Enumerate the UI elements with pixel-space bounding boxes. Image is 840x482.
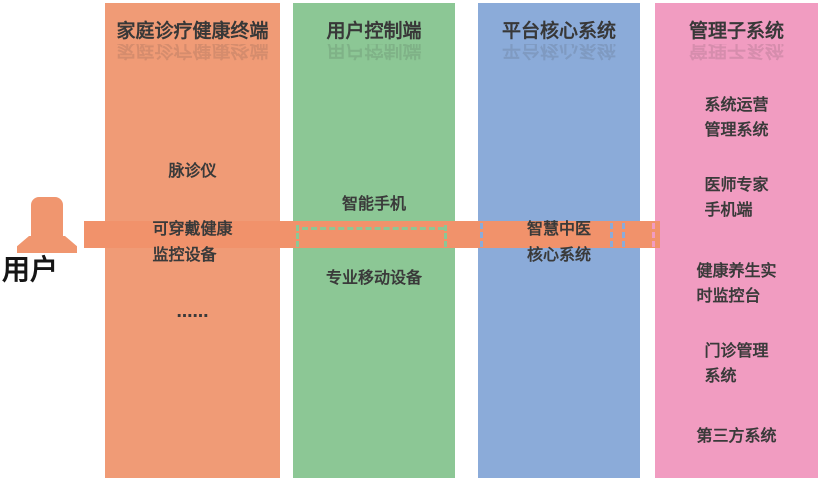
item-pulse-device: 脉诊仪 [168, 161, 217, 180]
item-line: 管理系统 [704, 120, 769, 139]
item-line: 健康养生实 [696, 261, 777, 280]
band-dash-horizontal [302, 227, 444, 230]
user-person-icon [31, 197, 63, 239]
column-title-reflection: 用户控制端 [326, 44, 422, 61]
column-title: 用户控制端 [326, 20, 422, 42]
column-title-reflection: 平台核心系统 [501, 44, 616, 61]
flow-band [84, 221, 660, 248]
item-smartphone: 智能手机 [341, 194, 406, 213]
column-management-subsystems: 管理子系统 管理子系统 [655, 3, 818, 478]
column-title: 家庭诊疗健康终端 [116, 20, 269, 42]
column-title-reflection: 管理子系统 [688, 44, 784, 61]
column-title-reflection: 家庭诊疗健康终端 [116, 44, 269, 61]
item-system-operations: 系统运营 管理系统 [655, 92, 818, 142]
item-line: 可穿戴健康 [152, 219, 233, 238]
item-line: 监控设备 [152, 245, 217, 264]
item-line: 系统 [704, 366, 737, 385]
item-clinic-management: 门诊管理 系统 [655, 338, 818, 388]
item-smart-tcm-core: 智慧中医 核心系统 [478, 216, 640, 268]
band-dash-vertical [610, 223, 613, 247]
item-health-monitor-console: 健康养生实 时监控台 [655, 258, 818, 308]
item-line: 时监控台 [696, 286, 761, 305]
item-wearable-monitor: 可穿戴健康 监控设备 [105, 216, 280, 268]
item-line: 系统运营 [704, 95, 769, 114]
band-dash-vertical [444, 225, 447, 247]
column-title: 平台核心系统 [501, 20, 616, 42]
item-doctor-expert-mobile: 医师专家 手机端 [655, 172, 818, 222]
item-line: 核心系统 [526, 245, 591, 264]
band-dash-vertical [296, 225, 299, 247]
band-dash-vertical [652, 223, 655, 247]
column-title: 管理子系统 [688, 20, 784, 42]
user-label: 用户 [2, 253, 59, 286]
item-line: 智慧中医 [526, 219, 591, 238]
item-line: 手机端 [704, 200, 753, 219]
item-line: 门诊管理 [704, 341, 769, 360]
item-line: 医师专家 [704, 175, 769, 194]
item-third-party-system: 第三方系统 [696, 426, 777, 445]
item-pro-mobile-device: 专业移动设备 [325, 268, 422, 287]
user-person-icon-shoulders [17, 236, 77, 253]
item-ellipsis: …… [176, 302, 209, 321]
band-dash-vertical [480, 223, 483, 247]
band-dash-vertical [622, 223, 625, 247]
